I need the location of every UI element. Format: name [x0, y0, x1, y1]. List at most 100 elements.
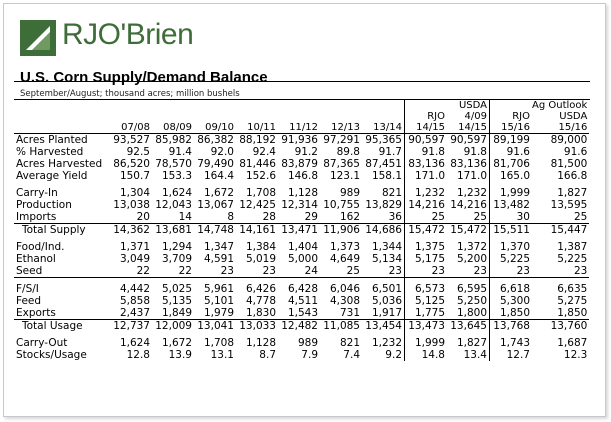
value-cell: 10,755	[323, 199, 360, 211]
value-cell: 24	[278, 265, 320, 278]
section-spacer	[14, 236, 589, 241]
table-row: Seed 22 22 23 23 24 25 23 23 23 23 23	[14, 265, 590, 278]
header-group-ag-outlook: Ag Outlook	[532, 100, 588, 111]
row-label: Total Usage	[22, 320, 83, 332]
value-cell: 171.0	[456, 170, 487, 182]
value-cell: 158.1	[371, 170, 402, 182]
table-row: Food/Ind. 1,371 1,294 1,347 1,384 1,404 1,373 1…	[14, 241, 589, 253]
value-cell: 13,768	[489, 319, 532, 332]
value-cell: 6,635	[557, 283, 588, 295]
value-cell: 89,199	[489, 133, 532, 146]
header-blank	[362, 100, 405, 111]
value-cell: 36	[362, 211, 405, 224]
header-source-cell	[236, 111, 278, 122]
header-row-years: 07/08 08/09 09/10 10/11 11/12 12/13 13/14 14/15…	[14, 122, 590, 134]
value-cell: 12,737	[113, 320, 150, 332]
value-cell: 12,043	[155, 199, 192, 211]
table-row: Stocks/Usage 12.8 13.9 13.1 8.7 7.9 7.4 9.2 14.8…	[14, 349, 589, 361]
value-cell: 14,686	[365, 224, 402, 236]
value-cell: 5,036	[371, 295, 402, 307]
value-cell: 23	[362, 265, 405, 278]
value-cell: 1,128	[287, 187, 318, 199]
value-cell: 12,482	[281, 320, 318, 332]
header-blank	[152, 100, 194, 111]
value-cell: 1,232	[456, 187, 487, 199]
value-cell: 1,849	[152, 307, 194, 320]
row-label: Carry-In	[16, 187, 58, 199]
value-cell: 4,308	[329, 295, 360, 307]
value-cell: 23	[447, 265, 490, 278]
value-cell: 1,800	[447, 307, 490, 320]
row-label: Production	[16, 199, 72, 211]
header-year-cell: 15/16	[489, 122, 532, 134]
value-cell: 14,161	[239, 224, 276, 236]
table-row: Carry-In 1,304 1,624 1,672 1,708 1,128 989 821 1…	[14, 187, 589, 199]
value-cell: 22	[152, 265, 194, 278]
value-cell: 25	[532, 211, 590, 224]
value-cell: 7.4	[343, 349, 360, 361]
value-cell: 5,134	[371, 253, 402, 265]
header-blank	[489, 100, 532, 111]
header-year-cell: 13/14	[362, 122, 405, 134]
value-cell: 1,830	[236, 307, 278, 320]
header-blank	[236, 100, 278, 111]
header-year-cell: 07/08	[110, 122, 152, 134]
value-cell: 13,760	[550, 320, 588, 332]
table-row: Production 13,038 12,043 13,067 12,425 12,314…	[14, 199, 589, 211]
value-cell: 1,687	[557, 337, 588, 349]
value-cell: 83,136	[404, 158, 447, 170]
value-cell: 989	[297, 337, 318, 349]
value-cell: 92.5	[126, 146, 150, 158]
row-label: Acres Planted	[16, 134, 88, 146]
value-cell: 13,829	[365, 199, 402, 211]
table-row: Acres Harvested 86,520 78,570 79,490 81,446 8…	[14, 158, 589, 170]
value-cell: 13,645	[450, 320, 487, 332]
spacer-cell	[489, 277, 532, 283]
header-source-cell	[194, 111, 236, 122]
row-label: Seed	[14, 265, 110, 278]
value-cell: 731	[320, 307, 362, 320]
value-cell: 152.6	[245, 170, 276, 182]
value-cell: 5,025	[161, 283, 192, 295]
row-label: Total Supply	[22, 224, 86, 236]
value-cell: 15,472	[404, 223, 447, 236]
header-source-cell: RJO	[489, 111, 532, 122]
value-cell: 821	[381, 187, 402, 199]
value-cell: 81,446	[239, 158, 276, 170]
value-cell: 13,033	[239, 320, 276, 332]
spacer-cell	[404, 182, 447, 187]
value-cell: 1,543	[278, 307, 320, 320]
value-cell: 166.8	[557, 170, 588, 182]
value-cell: 12.8	[126, 349, 150, 361]
value-cell: 15,447	[550, 224, 588, 236]
value-cell: 5,275	[557, 295, 588, 307]
row-label: % Harvested	[16, 146, 84, 158]
value-cell: 171.0	[404, 170, 447, 182]
header-row-source: RJO 4/09 RJO USDA	[14, 111, 589, 122]
value-cell: 1,304	[119, 187, 150, 199]
header-blank	[320, 100, 362, 111]
value-cell: 7.9	[301, 349, 318, 361]
value-cell: 86,382	[197, 134, 234, 146]
value-cell: 25	[447, 211, 490, 224]
value-cell: 1,979	[194, 307, 236, 320]
value-cell: 86,520	[113, 158, 150, 170]
section-spacer	[14, 332, 589, 337]
header-source-cell: USDA	[559, 111, 588, 122]
value-cell: 93,527	[113, 134, 150, 146]
value-cell: 12,009	[155, 320, 192, 332]
row-label: F/S/I	[16, 283, 39, 295]
value-cell: 11,906	[323, 224, 360, 236]
value-cell: 146.8	[287, 170, 318, 182]
value-cell: 5,125	[404, 295, 447, 307]
value-cell: 1,999	[404, 337, 447, 349]
value-cell: 1,370	[489, 241, 532, 253]
value-cell: 12,425	[239, 199, 276, 211]
value-cell: 5,101	[203, 295, 234, 307]
value-cell: 95,365	[365, 134, 402, 146]
value-cell: 1,384	[245, 241, 276, 253]
row-label: Acres Harvested	[16, 158, 103, 170]
value-cell: 90,597	[404, 133, 447, 146]
value-cell: 150.7	[119, 170, 150, 182]
value-cell: 23	[236, 265, 278, 278]
